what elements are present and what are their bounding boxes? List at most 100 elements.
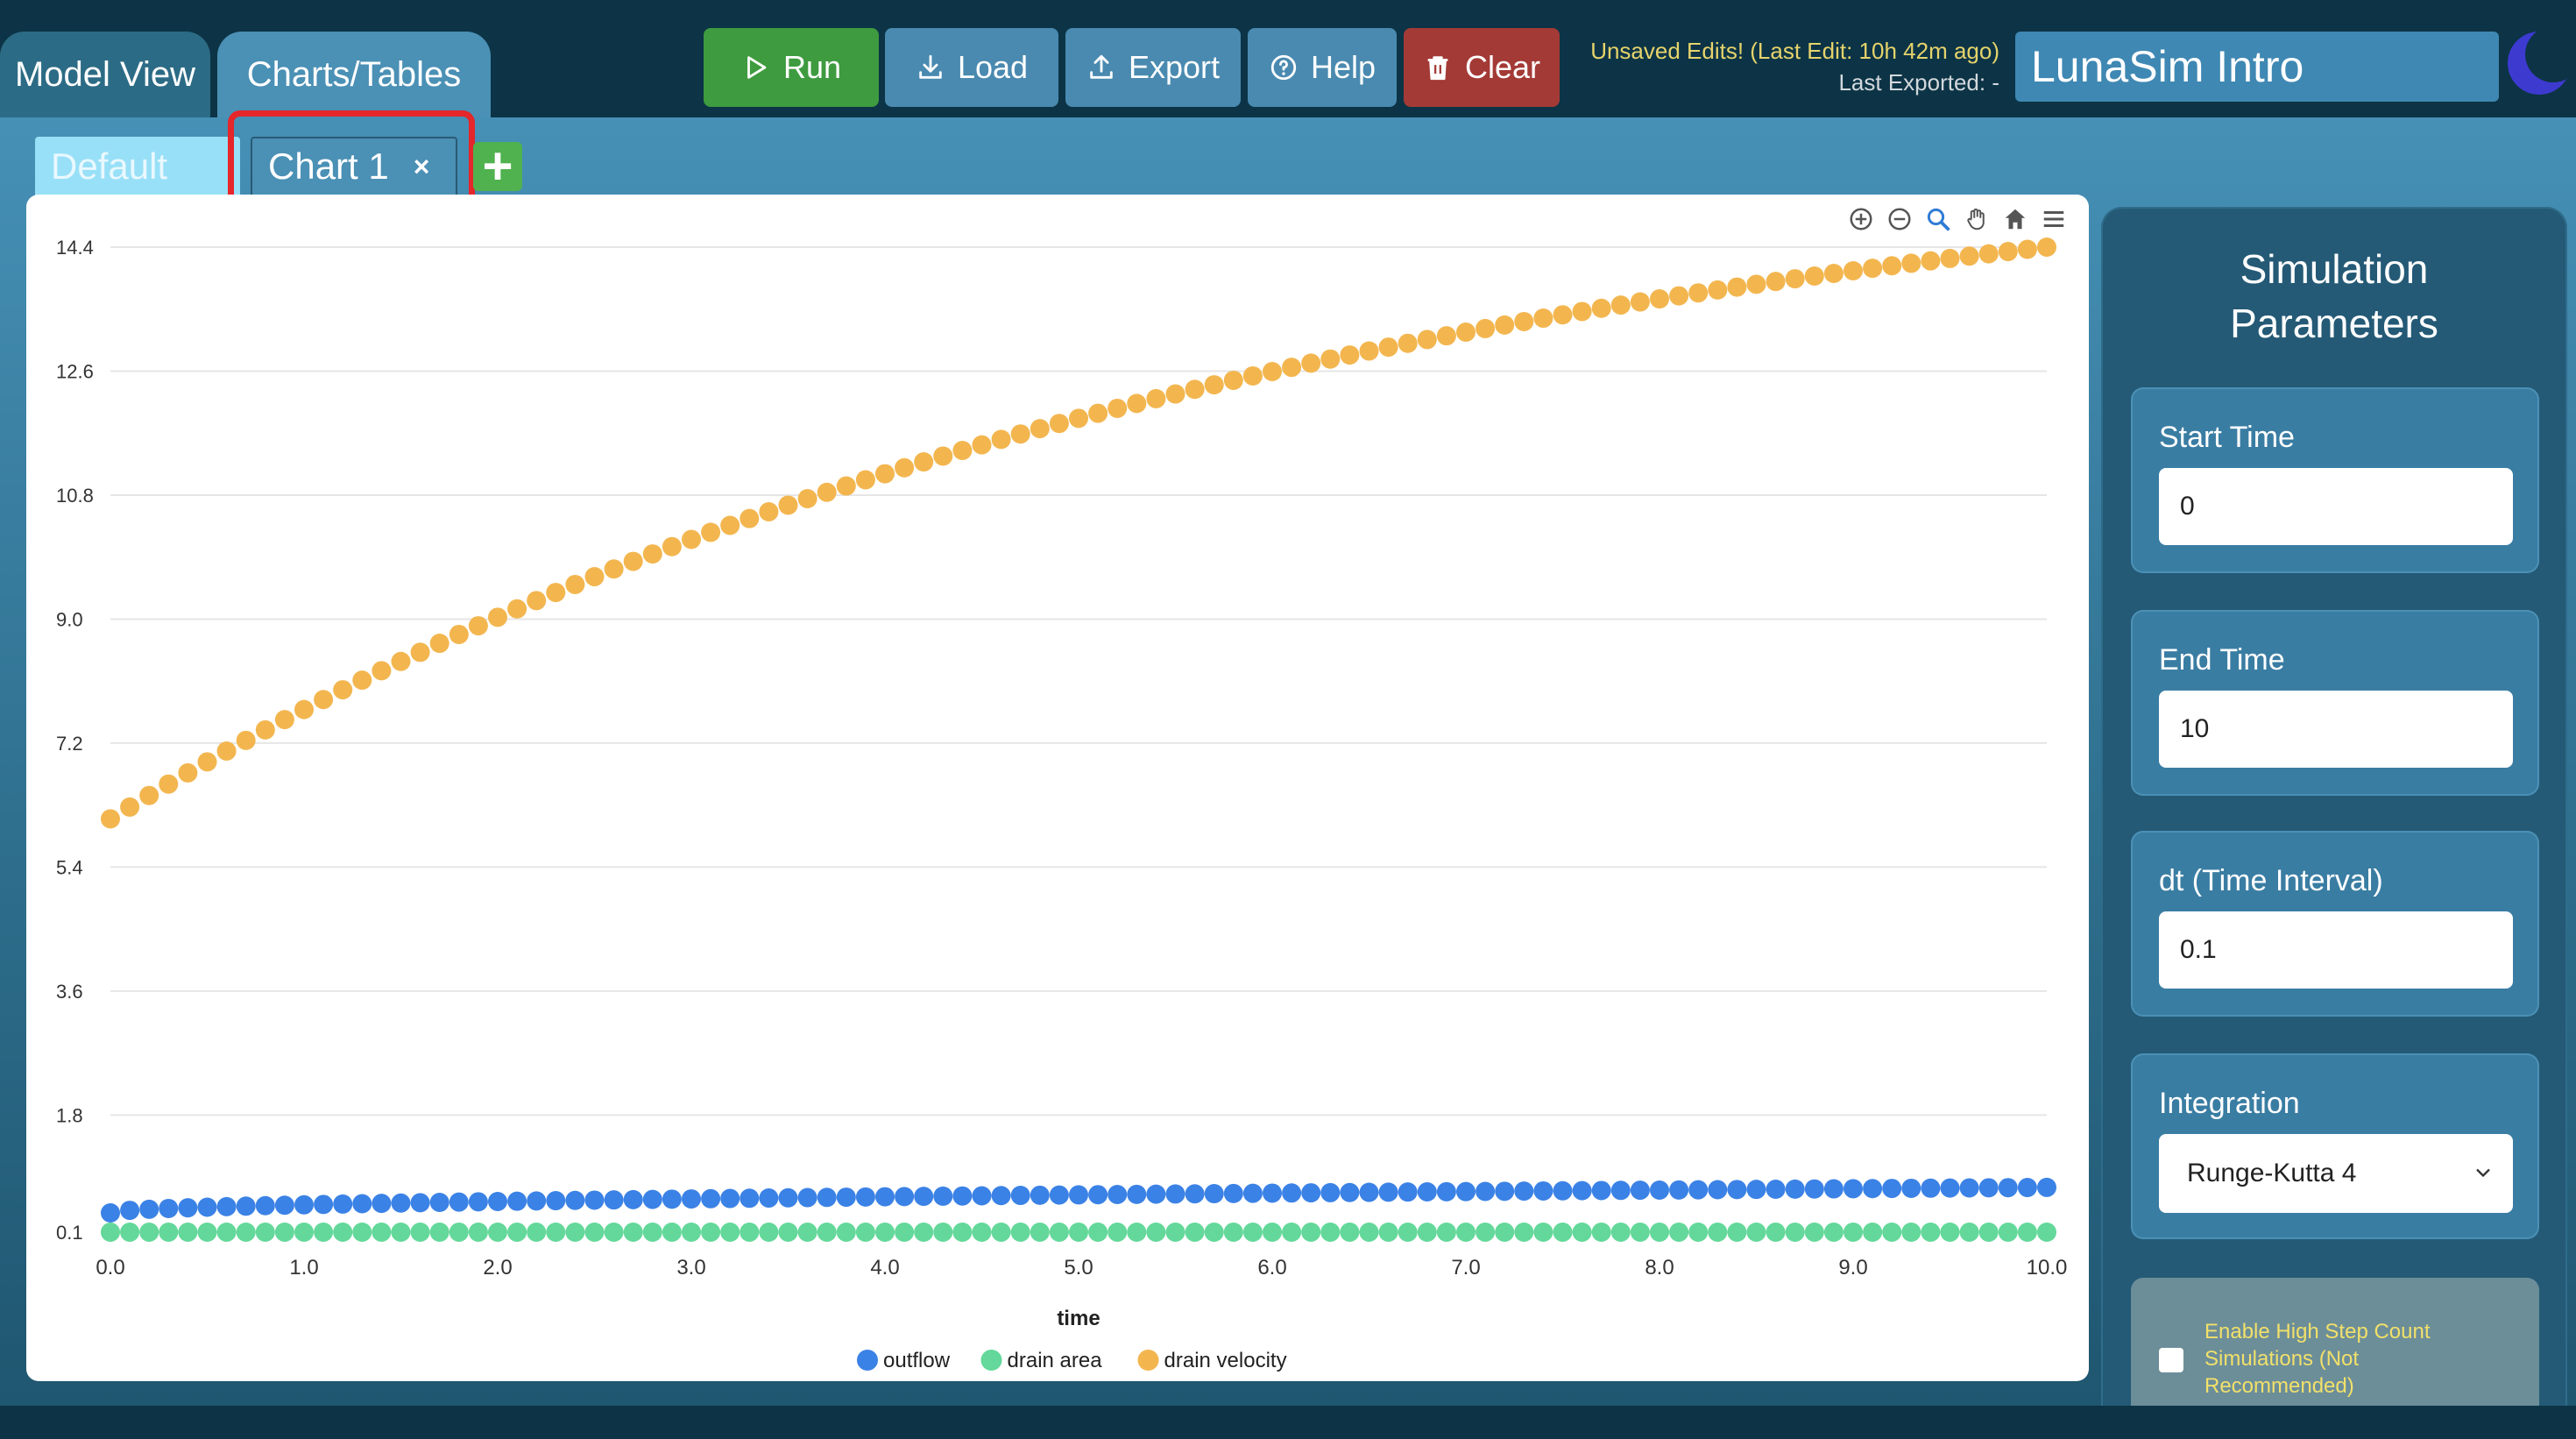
data-point <box>1495 315 1515 335</box>
data-point <box>914 1187 934 1207</box>
x-tick-label: 0.0 <box>96 1256 124 1280</box>
integration-select[interactable]: Runge-Kutta 4 <box>2159 1134 2513 1213</box>
data-point <box>1650 289 1669 309</box>
data-point <box>662 1223 682 1242</box>
data-point <box>2037 237 2056 257</box>
x-axis-label: time <box>1057 1307 1100 1330</box>
data-point <box>1533 1223 1553 1242</box>
data-point <box>1514 1223 1534 1242</box>
data-point <box>488 1191 507 1211</box>
data-point <box>468 616 488 636</box>
chart-tab-chart-1[interactable]: Chart 1 × <box>251 137 457 196</box>
model-title-field[interactable]: LunaSim Intro <box>2015 32 2499 102</box>
x-tick-label: 9.0 <box>1838 1256 1867 1280</box>
data-point <box>372 661 392 681</box>
data-point <box>817 482 837 502</box>
data-point <box>1263 1223 1282 1242</box>
data-point <box>333 1223 353 1242</box>
high-step-card: Enable High Step Count Simulations (Not … <box>2131 1278 2539 1416</box>
x-tick-label: 4.0 <box>870 1256 899 1280</box>
tab-model-view[interactable]: Model View <box>0 32 210 117</box>
menu-icon[interactable] <box>2038 203 2070 235</box>
home-icon[interactable] <box>1999 203 2031 235</box>
data-point <box>1436 326 1456 346</box>
data-point <box>468 1223 488 1242</box>
high-step-checkbox[interactable] <box>2159 1348 2183 1372</box>
dt-card: dt (Time Interval) <box>2131 831 2539 1017</box>
data-point <box>701 1223 721 1242</box>
data-point <box>1591 298 1611 318</box>
x-tick-label: 2.0 <box>483 1256 512 1280</box>
data-point <box>314 1223 334 1242</box>
export-button[interactable]: Export <box>1065 28 1241 107</box>
legend-marker <box>980 1350 1002 1371</box>
data-point <box>1669 286 1689 306</box>
data-point <box>1688 283 1709 303</box>
data-point <box>1572 1223 1592 1242</box>
dt-input[interactable] <box>2159 911 2513 989</box>
data-point <box>1940 248 1960 268</box>
data-point <box>1998 1178 2018 1198</box>
data-point <box>1901 253 1921 273</box>
zoom-in-icon[interactable] <box>1845 203 1877 235</box>
data-point <box>1572 301 1592 322</box>
data-point <box>1340 1182 1360 1202</box>
data-point <box>895 1187 915 1207</box>
data-point <box>1108 398 1128 418</box>
load-button[interactable]: Load <box>885 28 1058 107</box>
data-point <box>797 1187 817 1208</box>
clear-button-label: Clear <box>1464 49 1541 85</box>
help-button[interactable]: Help <box>1248 28 1397 107</box>
moon-icon[interactable] <box>2504 28 2574 98</box>
data-point <box>1340 345 1360 365</box>
data-point <box>1398 1223 1418 1242</box>
data-point <box>1108 1185 1128 1205</box>
data-point <box>1417 330 1437 350</box>
start-time-label: Start Time <box>2159 421 2295 454</box>
data-point <box>895 457 915 478</box>
close-tab-icon[interactable]: × <box>413 150 430 182</box>
tab-charts-tables[interactable]: Charts/Tables <box>217 32 491 117</box>
data-point <box>1727 277 1747 297</box>
data-point <box>875 1223 895 1242</box>
data-point <box>197 1223 217 1242</box>
data-point <box>1823 1179 1844 1199</box>
data-point <box>1378 1182 1398 1202</box>
run-button[interactable]: Run <box>704 28 879 107</box>
data-point <box>1591 1180 1611 1201</box>
end-time-card: End Time <box>2131 610 2539 796</box>
data-point <box>139 785 159 805</box>
data-point <box>1882 1179 1902 1199</box>
data-point <box>274 710 294 730</box>
data-point <box>565 1190 585 1210</box>
data-point <box>1514 1181 1534 1202</box>
data-point <box>410 642 430 663</box>
data-point <box>1398 1182 1418 1202</box>
data-point <box>178 1198 198 1218</box>
data-point <box>1320 349 1341 369</box>
data-point <box>1088 1185 1108 1205</box>
integration-card: Integration Runge-Kutta 4 <box>2131 1053 2539 1239</box>
data-point <box>1223 1223 1243 1242</box>
clear-button[interactable]: Clear <box>1404 28 1560 107</box>
data-point <box>139 1199 159 1219</box>
chart-tab-default-label: Default <box>51 145 168 187</box>
data-point <box>855 470 875 490</box>
data-point <box>1263 1183 1282 1203</box>
chevron-down-icon <box>2476 1168 2490 1178</box>
zoom-select-icon[interactable] <box>1922 203 1954 235</box>
add-chart-button[interactable]: + <box>473 140 522 193</box>
pan-hand-icon[interactable] <box>1961 203 1992 235</box>
data-point <box>1417 1182 1437 1202</box>
y-tick-label: 10.8 <box>56 485 94 507</box>
chart-tab-default[interactable]: Default <box>35 137 240 196</box>
start-time-input[interactable] <box>2159 468 2513 545</box>
data-point <box>623 1189 643 1209</box>
data-point <box>1185 379 1205 400</box>
zoom-out-icon[interactable] <box>1884 203 1915 235</box>
data-point <box>1940 1178 1960 1198</box>
x-tick-label: 3.0 <box>676 1256 705 1280</box>
integration-label: Integration <box>2159 1087 2300 1120</box>
end-time-input[interactable] <box>2159 691 2513 768</box>
